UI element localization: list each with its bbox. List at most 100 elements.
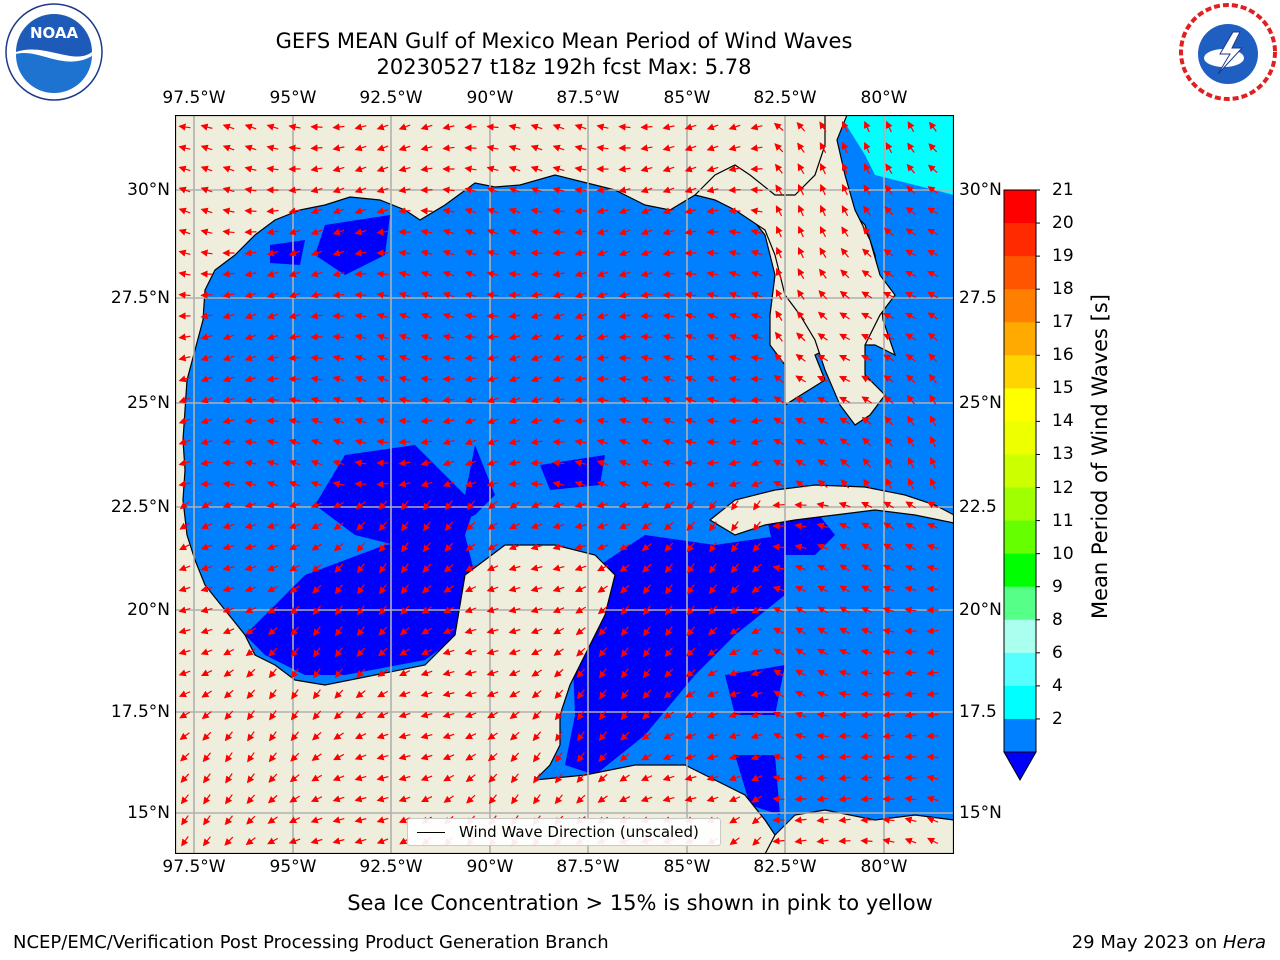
wave-direction-arrow <box>486 186 499 194</box>
wave-direction-arrow <box>817 479 828 488</box>
wave-direction-arrow <box>574 480 587 488</box>
wave-direction-arrow <box>420 270 433 278</box>
wave-direction-arrow <box>598 647 607 658</box>
wave-direction-arrow <box>442 459 455 467</box>
wave-direction-arrow <box>728 690 741 698</box>
wave-direction-arrow <box>707 669 719 677</box>
wave-direction-arrow <box>906 163 916 174</box>
lon-tick-bottom: 85°W <box>663 857 711 877</box>
wave-direction-arrow <box>246 794 256 805</box>
wave-direction-arrow <box>421 606 432 614</box>
wind-wave-arrows <box>178 120 939 847</box>
wave-direction-arrow <box>355 501 366 510</box>
wave-direction-arrow <box>838 837 851 845</box>
wave-direction-arrow <box>904 543 917 551</box>
colorbar-segment <box>1004 256 1036 290</box>
wave-direction-arrow <box>904 795 917 803</box>
wave-direction-arrow <box>312 689 321 700</box>
wave-direction-arrow <box>244 396 257 404</box>
wave-direction-arrow <box>751 774 763 782</box>
wave-direction-arrow <box>466 500 476 511</box>
wave-direction-arrow <box>684 165 697 173</box>
wave-direction-arrow <box>904 690 917 698</box>
wave-direction-arrow <box>420 375 433 383</box>
lon-tick-top: 97.5°W <box>162 88 226 108</box>
wave-direction-arrow <box>530 564 543 572</box>
wave-direction-arrow <box>488 794 497 805</box>
wave-direction-arrow <box>530 228 543 236</box>
wave-direction-arrow <box>664 542 674 552</box>
lon-tick-top: 85°W <box>663 88 711 108</box>
wave-direction-arrow <box>266 564 279 572</box>
wave-direction-arrow <box>728 333 741 341</box>
wave-direction-arrow <box>376 480 389 488</box>
wave-direction-arrow <box>420 753 433 761</box>
wave-direction-arrow <box>200 123 213 131</box>
wave-direction-arrow <box>290 605 300 615</box>
colorbar-tick-label: 19 <box>1052 246 1074 267</box>
wave-direction-arrow <box>750 396 763 404</box>
wave-direction-arrow <box>552 312 565 320</box>
wave-direction-arrow <box>619 543 631 551</box>
wave-direction-arrow <box>442 417 455 425</box>
wave-direction-arrow <box>420 438 433 446</box>
wave-direction-arrow <box>288 207 301 215</box>
wave-direction-arrow <box>266 312 279 320</box>
wave-direction-arrow <box>222 354 235 362</box>
wave-direction-arrow <box>883 375 894 383</box>
wave-direction-arrow <box>487 543 499 551</box>
wave-direction-arrow <box>464 606 477 614</box>
wave-direction-arrow <box>706 333 719 341</box>
wave-direction-arrow <box>640 480 653 488</box>
wave-direction-arrow <box>310 165 323 173</box>
wave-direction-arrow <box>442 333 455 341</box>
wave-direction-arrow <box>728 312 741 320</box>
wave-direction-arrow <box>465 774 476 783</box>
wave-direction-arrow <box>730 584 740 594</box>
wave-direction-arrow <box>200 396 213 404</box>
wave-direction-arrow <box>401 521 409 532</box>
wave-direction-arrow <box>180 773 190 783</box>
wave-direction-arrow <box>640 207 653 215</box>
wave-direction-arrow <box>288 459 301 467</box>
wave-direction-arrow <box>904 564 917 572</box>
wave-direction-arrow <box>706 312 719 320</box>
wave-direction-arrow <box>244 186 257 194</box>
wave-direction-arrow <box>530 207 543 215</box>
wave-direction-arrow <box>905 501 917 509</box>
wave-direction-arrow <box>618 165 631 173</box>
wave-direction-arrow <box>376 795 389 803</box>
wave-direction-arrow <box>486 144 499 152</box>
wave-direction-arrow <box>640 354 653 362</box>
wave-direction-arrow <box>860 753 873 761</box>
wave-direction-arrow <box>244 207 257 215</box>
wave-direction-arrow <box>486 165 499 173</box>
wave-direction-arrow <box>288 144 301 152</box>
wave-direction-arrow <box>596 354 609 362</box>
wave-direction-arrow <box>860 774 873 782</box>
wave-direction-arrow <box>200 249 213 257</box>
wave-direction-arrow <box>795 648 807 656</box>
wave-direction-arrow <box>618 207 631 215</box>
wave-direction-arrow <box>576 752 585 763</box>
wave-direction-arrow <box>574 585 587 593</box>
wave-direction-arrow <box>312 710 322 720</box>
wave-direction-arrow <box>289 585 300 593</box>
wave-direction-arrow <box>905 228 916 236</box>
wave-direction-arrow <box>224 731 233 742</box>
wave-direction-arrow <box>706 732 719 740</box>
wave-direction-arrow <box>863 478 871 489</box>
wave-direction-arrow <box>530 375 543 383</box>
wave-direction-arrow <box>288 249 301 257</box>
wave-direction-arrow <box>577 731 585 742</box>
wave-direction-arrow <box>750 417 763 425</box>
wave-direction-arrow <box>487 732 498 740</box>
colorbar-tick-label: 20 <box>1052 213 1074 234</box>
wave-direction-arrow <box>310 354 323 362</box>
wave-direction-arrow <box>640 459 653 467</box>
wave-direction-arrow <box>841 121 849 133</box>
wave-direction-arrow <box>486 354 499 362</box>
lon-tick-top: 80°W <box>860 88 908 108</box>
wave-direction-arrow <box>530 270 543 278</box>
wave-direction-arrow <box>618 270 631 278</box>
